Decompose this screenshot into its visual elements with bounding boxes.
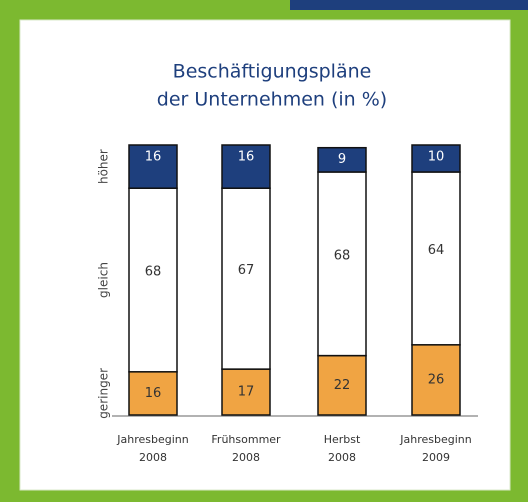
x-tick-label: Jahresbeginn xyxy=(116,433,188,446)
series-label: geringer xyxy=(97,368,111,419)
data-label: 67 xyxy=(238,263,255,278)
bar-segment xyxy=(411,344,461,416)
x-tick-label: Jahresbeginn xyxy=(399,433,471,446)
series-label: höher xyxy=(97,149,111,184)
bar-segment xyxy=(128,187,178,373)
x-tick-label: Herbst xyxy=(324,433,361,446)
chart-title: der Unternehmen (in %) xyxy=(157,89,387,111)
data-label: 16 xyxy=(145,150,162,165)
bar-segment xyxy=(221,144,271,189)
x-tick-label: Frühsommer xyxy=(211,433,281,446)
bar-segment xyxy=(317,354,367,416)
data-label: 22 xyxy=(334,378,351,393)
data-label: 9 xyxy=(338,152,346,167)
data-label: 64 xyxy=(428,243,445,258)
x-tick-label: 2009 xyxy=(422,451,450,464)
data-label: 68 xyxy=(145,265,162,280)
series-label: gleich xyxy=(97,262,111,298)
data-label: 26 xyxy=(428,372,445,387)
x-tick-label: 2008 xyxy=(232,451,260,464)
bar-segment xyxy=(411,171,461,346)
data-label: 10 xyxy=(428,150,445,165)
data-label: 16 xyxy=(238,150,255,165)
bar-segment xyxy=(128,371,178,416)
chart-title: Beschäftigungspläne xyxy=(173,61,372,83)
bar-segment xyxy=(221,368,271,416)
data-label: 16 xyxy=(145,386,162,401)
bar-segment xyxy=(317,146,367,173)
bar-segment xyxy=(221,187,271,370)
data-label: 68 xyxy=(334,248,351,263)
x-tick-label: 2008 xyxy=(328,451,356,464)
bar-segment xyxy=(128,144,178,189)
bar-segment xyxy=(317,171,367,357)
top-strip xyxy=(290,0,528,10)
data-label: 17 xyxy=(238,385,255,400)
x-tick-label: 2008 xyxy=(139,451,167,464)
bar-segment xyxy=(411,144,461,173)
